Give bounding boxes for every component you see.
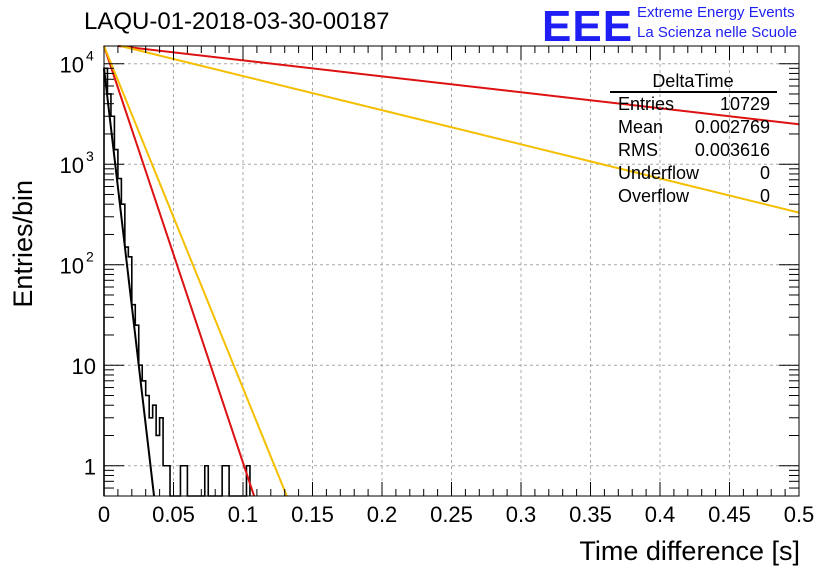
stats-row-label: Mean <box>618 117 663 137</box>
stats-row-value: 0 <box>760 163 770 183</box>
axis-ticks <box>103 46 800 496</box>
stats-row-label: Entries <box>618 94 674 114</box>
x-tick-label: 0.1 <box>228 502 259 527</box>
x-tick-label: 0.35 <box>569 502 612 527</box>
y-tick-label: 10 <box>72 354 96 379</box>
y-axis-label: Entries/bin <box>8 180 38 308</box>
x-tick-label: 0.3 <box>506 502 537 527</box>
stats-title: DeltaTime <box>652 71 733 91</box>
fit-red-steep <box>103 45 256 497</box>
y-tick-label: 1 <box>84 455 96 480</box>
stats-row-label: Overflow <box>618 186 690 206</box>
stats-box: DeltaTime Entries 10729 Mean 0.002769 RMS 0.0… <box>610 71 777 206</box>
x-tick-label: 0.05 <box>152 502 195 527</box>
fit-red-flat <box>117 45 800 126</box>
stats-row-value: 0.002769 <box>695 117 770 137</box>
x-tick-label: 0.45 <box>708 502 751 527</box>
stats-row-value: 0 <box>760 186 770 206</box>
stats-row-label: RMS <box>618 140 658 160</box>
histogram-bin <box>114 150 117 496</box>
y-tick-label-base: 10 <box>60 153 84 178</box>
y-tick-label-base: 10 <box>60 254 84 279</box>
fit-black <box>103 68 156 497</box>
x-tick-label: 0.15 <box>291 502 334 527</box>
x-tick-label: 0.5 <box>784 502 815 527</box>
x-tick-label: 0.2 <box>367 502 398 527</box>
grid <box>104 46 799 496</box>
histogram-bin <box>118 179 121 496</box>
stats-row-value: 10729 <box>720 94 770 114</box>
logo-line-2: La Scienza nelle Scuole <box>637 24 798 41</box>
stats-row: Underflow 0 <box>618 163 770 183</box>
fit-orange-flat <box>120 45 800 214</box>
y-tick-label-exp: 4 <box>86 48 94 64</box>
x-tick-label: 0.25 <box>430 502 473 527</box>
x-axis-label: Time difference [s] <box>579 536 800 566</box>
fit-lines <box>103 45 800 497</box>
y-tick-label-base: 1 <box>84 455 96 480</box>
logo-line-1: Extreme Energy Events <box>637 4 795 21</box>
histogram-bin <box>163 466 166 496</box>
stats-row: Mean 0.002769 <box>618 117 770 137</box>
stats-rows: Entries 10729 Mean 0.002769 RMS 0.003616 Under… <box>618 94 770 206</box>
chart-title: LAQU-01-2018-03-30-00187 <box>84 8 390 35</box>
y-tick-label-exp: 2 <box>86 249 94 265</box>
stats-row: Entries 10729 <box>618 94 770 114</box>
stats-row: RMS 0.003616 <box>618 140 770 160</box>
eee-logo: EEE <box>542 2 634 51</box>
y-tick-label: 10 2 <box>60 249 94 279</box>
y-tick-label: 10 3 <box>60 148 94 178</box>
y-tick-label: 10 4 <box>60 48 94 78</box>
stats-row-label: Underflow <box>618 163 700 183</box>
y-tick-label-base: 10 <box>72 354 96 379</box>
stats-row: Overflow 0 <box>618 186 770 206</box>
histogram <box>103 67 251 497</box>
histogram-bin <box>125 247 128 496</box>
y-tick-label-base: 10 <box>60 53 84 78</box>
y-tick-label-exp: 3 <box>86 148 94 164</box>
fit-orange-steep <box>103 45 288 497</box>
histogram-bin <box>111 116 114 496</box>
x-tick-label: 0.4 <box>645 502 676 527</box>
x-tick-labels: 0 0.05 0.1 0.15 0.2 0.25 0.3 0.35 0.4 0.45 0.5 <box>98 502 814 527</box>
x-tick-label: 0 <box>98 502 110 527</box>
stats-row-value: 0.003616 <box>695 140 770 160</box>
histogram-outline <box>103 67 251 497</box>
